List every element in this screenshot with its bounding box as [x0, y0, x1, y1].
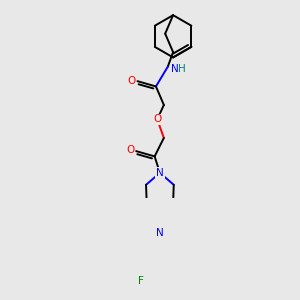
Text: N: N	[156, 228, 164, 238]
Text: N: N	[156, 168, 164, 178]
Text: N: N	[170, 64, 178, 74]
Text: F: F	[138, 276, 144, 286]
Text: O: O	[126, 146, 134, 155]
Text: H: H	[178, 64, 186, 74]
Text: O: O	[153, 114, 161, 124]
Text: O: O	[128, 76, 136, 85]
